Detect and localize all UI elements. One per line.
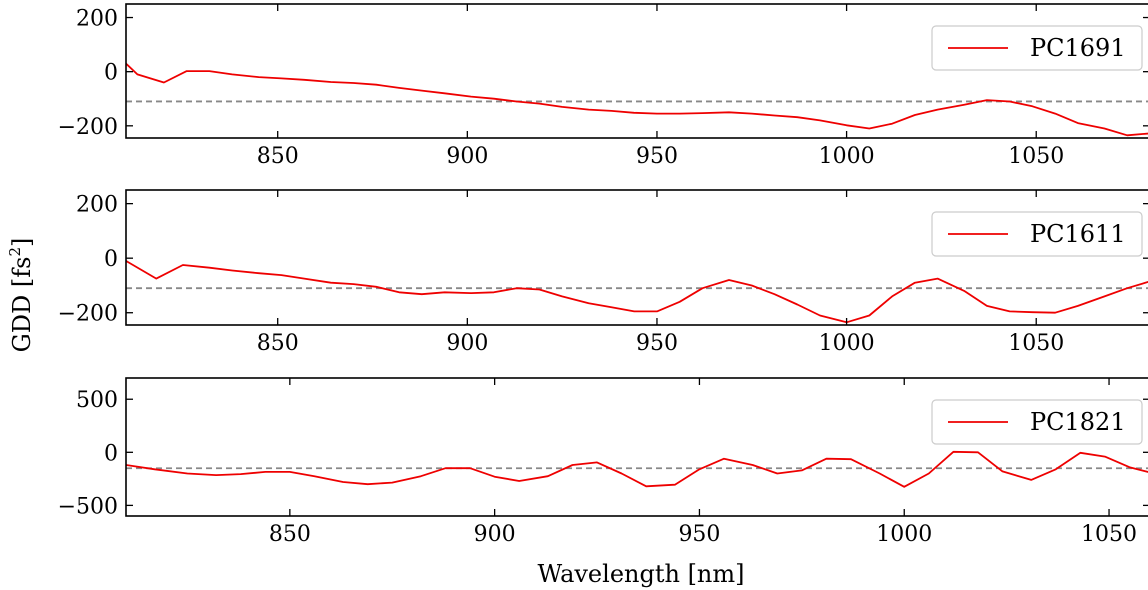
x-tick-label: 850 (269, 522, 311, 547)
series-line-pc1691 (126, 62, 1148, 137)
x-tick-label: 950 (636, 331, 678, 356)
x-tick-label: 850 (257, 144, 299, 169)
legend: PC1691 (931, 25, 1143, 71)
x-tick-label: 850 (257, 331, 299, 356)
legend-label: PC1821 (1030, 408, 1126, 436)
y-tick-label: 200 (76, 7, 118, 32)
legend-box (931, 211, 1143, 257)
y-tick-label: 0 (104, 441, 118, 466)
series-line-pc1611 (126, 260, 1148, 324)
y-tick-label: −500 (58, 494, 118, 519)
panel-pc1691: 850 900 950 1000 1050 200 0 −200 PC1691 (58, 3, 1148, 169)
x-tick-label: 1000 (819, 331, 875, 356)
x-tick-label: 1050 (1081, 522, 1137, 547)
legend: PC1821 (931, 399, 1143, 445)
legend: PC1611 (931, 211, 1143, 257)
panel-pc1611: 850 900 950 1000 1050 200 0 −200 PC1611 (58, 189, 1148, 356)
y-axis-label-main: GDD [fs (8, 257, 36, 353)
y-tick-label: −200 (58, 115, 118, 140)
x-tick-label: 1050 (1008, 144, 1064, 169)
x-tick-label: 950 (678, 522, 720, 547)
y-axis-label: GDD [fs2] (6, 238, 36, 353)
y-tick-label: 200 (76, 193, 118, 218)
series-line-pc1821 (126, 450, 1148, 488)
y-tick-label: −200 (58, 302, 118, 327)
x-tick-label: 900 (474, 522, 516, 547)
y-tick-label: 0 (104, 61, 118, 86)
x-tick-label: 1000 (819, 144, 875, 169)
plot-frame (125, 377, 1148, 517)
panel-pc1821: 850 900 950 1000 1050 500 0 −500 PC1821 (58, 377, 1148, 547)
legend-box (931, 399, 1143, 445)
plot-frame (125, 3, 1148, 139)
legend-label: PC1611 (1030, 220, 1126, 248)
plot-frame (125, 189, 1148, 326)
legend-label: PC1691 (1030, 34, 1126, 62)
y-axis-label-sup: 2 (6, 247, 24, 257)
y-axis-label-end: ] (8, 238, 36, 247)
y-tick-label: 500 (76, 388, 118, 413)
x-axis-label: Wavelength [nm] (537, 560, 744, 588)
x-tick-label: 1050 (1008, 331, 1064, 356)
legend-box (931, 25, 1143, 71)
x-tick-label: 900 (446, 331, 488, 356)
x-tick-label: 950 (636, 144, 678, 169)
y-tick-label: 0 (104, 247, 118, 272)
x-tick-label: 900 (446, 144, 488, 169)
x-tick-label: 1000 (876, 522, 932, 547)
